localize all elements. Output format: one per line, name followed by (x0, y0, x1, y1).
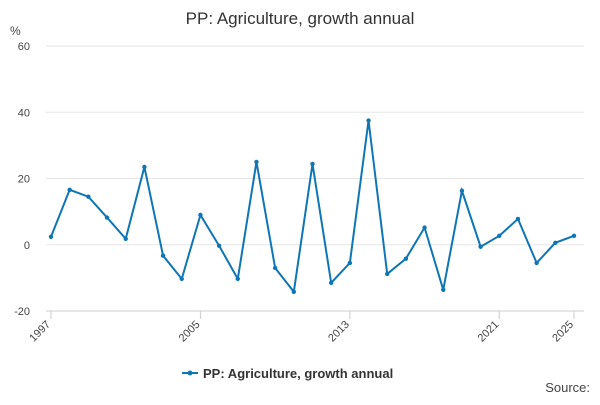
point (86, 194, 91, 199)
chart-title: PP: Agriculture, growth annual (186, 9, 415, 28)
point (67, 187, 72, 192)
point (459, 188, 465, 193)
y-tick-label: 60 (18, 41, 30, 53)
point (160, 253, 166, 258)
point (216, 243, 222, 248)
point (347, 260, 353, 266)
point (515, 216, 521, 222)
x-tick-label: 2005 (177, 319, 203, 345)
y-tick-label: 40 (18, 107, 30, 119)
point (123, 236, 128, 241)
y-tick-label: 20 (18, 174, 30, 186)
point (198, 212, 203, 218)
point (441, 287, 446, 292)
x-tick-label: 2025 (550, 319, 576, 345)
x-tick-label: 2021 (476, 319, 502, 345)
point (48, 234, 54, 239)
point (328, 280, 334, 286)
point (478, 244, 483, 249)
point (366, 118, 371, 123)
point (235, 276, 240, 282)
y-tick-label: 0 (24, 240, 30, 252)
legend-label: PP: Agriculture, growth annual (203, 366, 393, 381)
y-axis-label: % (10, 24, 21, 38)
legend-marker (187, 370, 193, 376)
point (291, 289, 297, 294)
source: Source: (545, 380, 590, 395)
x-tick-label: 2013 (326, 319, 352, 345)
point (534, 260, 539, 266)
x-tick-label: 1997 (27, 319, 53, 345)
point (385, 271, 390, 277)
point (571, 233, 577, 239)
point (104, 215, 110, 220)
point (497, 233, 502, 239)
point (179, 276, 184, 282)
point (142, 164, 147, 170)
point (422, 225, 427, 230)
point (403, 256, 409, 261)
point (310, 161, 315, 167)
point (254, 159, 259, 165)
line (50, 120, 575, 295)
y-tick-label: -20 (14, 306, 30, 318)
point (272, 265, 278, 271)
point (553, 240, 558, 245)
